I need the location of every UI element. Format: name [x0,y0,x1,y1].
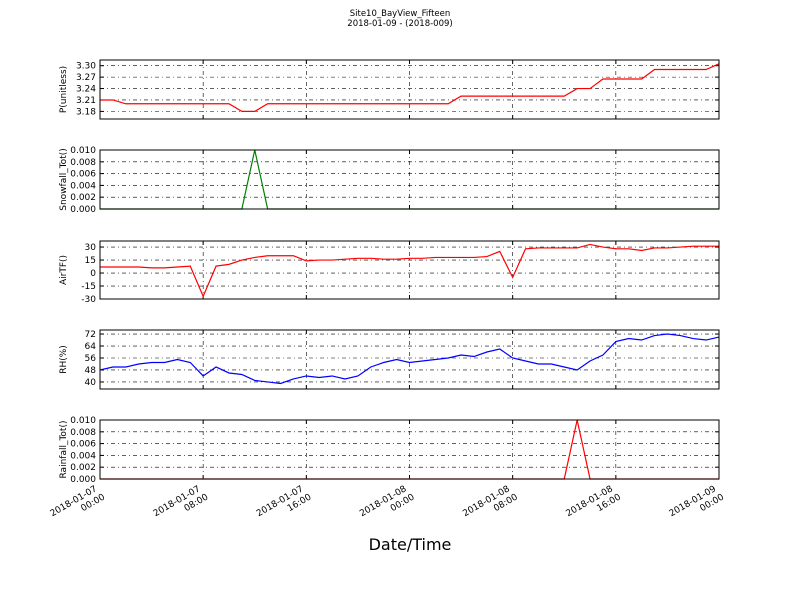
y-tick-label: 0 [90,269,96,279]
data-line [100,243,719,298]
y-tick-label: 3.27 [76,73,96,83]
x-axis-label: Date/Time [369,535,452,554]
x-tick-label: 2018-01-07 08:00 [152,483,211,529]
y-tick-label: -30 [81,295,96,305]
plot-frame [99,149,720,210]
y-axis-label: Snowfall_Tot() [59,148,69,211]
y-tick-label: 0.006 [70,170,96,180]
y-tick-label: 0.000 [70,205,96,215]
y-axis-label: AirTF() [59,255,69,285]
y-axis-label: RH(%) [59,345,69,374]
y-axis-label: Rainfall_Tot() [59,421,69,479]
y-tick-label: 0.010 [70,146,96,156]
plot-frame [99,240,720,300]
y-tick-label: 56 [85,354,97,364]
y-tick-label: 30 [85,243,97,253]
y-tick-label: 48 [85,366,97,376]
y-axis-label: P(unitless) [59,66,69,113]
y-tick-label: 0.010 [70,416,96,426]
y-tick-label: 0.004 [70,181,96,191]
plot-frame [99,329,720,390]
x-tick-label: 2018-01-09 00:00 [668,483,727,529]
y-tick-label: 15 [85,256,96,266]
y-tick-label: 0.008 [70,428,96,438]
y-tick-label: 40 [85,378,97,388]
y-tick-label: 0.006 [70,440,96,450]
y-tick-label: 0.002 [70,463,96,473]
x-tick-label: 2018-01-07 00:00 [49,483,108,529]
x-tick-label: 2018-01-07 16:00 [255,483,314,529]
y-tick-label: 0.008 [70,158,96,168]
y-tick-label: 3.18 [76,107,96,117]
y-tick-label: -15 [81,282,96,292]
chart-title: Site10_BayView_Fifteen [350,9,451,19]
data-line [100,63,720,112]
y-tick-label: 3.24 [76,85,96,95]
y-tick-label: 64 [85,342,97,352]
y-tick-label: 72 [85,330,96,340]
y-tick-label: 3.21 [76,96,96,106]
y-tick-label: 0.000 [70,475,96,485]
y-tick-label: 3.30 [76,62,96,72]
plot-frame [99,419,720,480]
y-tick-label: 0.004 [70,451,96,461]
x-tick-label: 2018-01-08 16:00 [565,483,624,529]
y-tick-label: 0.002 [70,193,96,203]
plot-frame [99,59,720,120]
data-line [99,333,720,385]
x-tick-label: 2018-01-08 00:00 [358,483,417,529]
chart-subtitle: 2018-01-09 - (2018-009) [347,19,452,29]
x-tick-label: 2018-01-08 08:00 [461,483,520,529]
